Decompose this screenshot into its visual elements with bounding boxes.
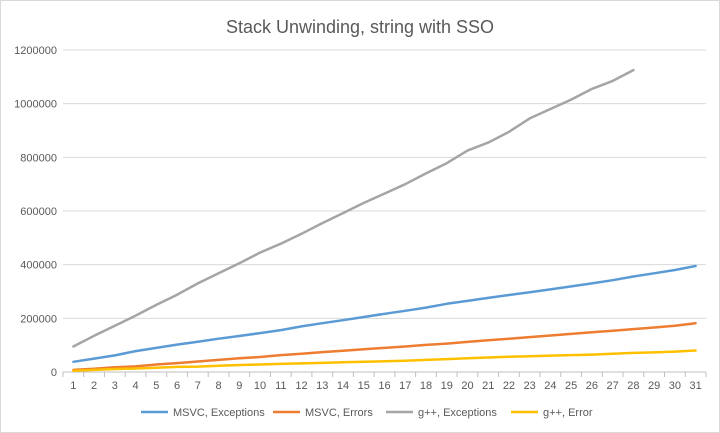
x-tick-label: 20 (461, 380, 473, 392)
x-tick-label: 27 (607, 380, 619, 392)
x-tick-label: 31 (690, 380, 702, 392)
x-tick-label: 23 (524, 380, 536, 392)
series-line (72, 68, 635, 348)
x-tick-label: 29 (648, 380, 660, 392)
x-tick-label: 10 (254, 380, 266, 392)
x-tick-label: 3 (112, 380, 118, 392)
x-tick-label: 2 (91, 380, 97, 392)
x-tick-label: 5 (153, 380, 159, 392)
x-tick-label: 30 (669, 380, 681, 392)
y-tick-label: 600000 (20, 206, 57, 218)
series-line (72, 264, 697, 364)
x-tick-label: 16 (378, 380, 390, 392)
x-tick-label: 13 (316, 380, 328, 392)
x-tick-label: 26 (586, 380, 598, 392)
x-tick-label: 22 (503, 380, 515, 392)
x-tick-label: 14 (337, 380, 349, 392)
legend-label: g++, Exceptions (418, 407, 497, 419)
x-tick-label: 21 (482, 380, 494, 392)
x-tick-label: 28 (627, 380, 639, 392)
series-lines (72, 68, 697, 372)
x-tick-label: 7 (195, 380, 201, 392)
x-tick-label: 18 (420, 380, 432, 392)
y-tick-label: 200000 (20, 313, 57, 325)
x-tick-label: 19 (441, 380, 453, 392)
chart-title: Stack Unwinding, string with SSO (226, 17, 494, 37)
x-tick-label: 1 (70, 380, 76, 392)
x-tick-label: 11 (275, 380, 286, 392)
x-axis-ticks: 1 2 3 4 5 6 7 8 9 10 11 12 13 14 15 16 17 18 19 20 21 22 23 24 2… (62, 372, 707, 392)
x-tick-label: 9 (236, 380, 242, 392)
y-tick-label: 1200000 (14, 45, 57, 57)
legend-label: g++, Error (543, 407, 593, 419)
gridlines (63, 49, 706, 373)
x-tick-label: 4 (133, 380, 139, 392)
x-tick-label: 6 (174, 380, 180, 392)
legend-label: MSVC, Errors (305, 407, 373, 419)
y-axis-ticks: 0 200000 400000 600000 800000 1000000 1200000 (14, 45, 57, 379)
x-tick-label: 25 (565, 380, 577, 392)
legend: MSVC, Exceptions MSVC, Errors g++, Excepti… (141, 407, 593, 419)
x-tick-label: 15 (358, 380, 370, 392)
x-tick-label: 24 (544, 380, 556, 392)
series-line (72, 349, 697, 372)
y-tick-label: 800000 (20, 152, 57, 164)
series-line (72, 321, 697, 372)
x-tick-label: 12 (295, 380, 307, 392)
y-tick-label: 1000000 (14, 99, 57, 111)
y-tick-label: 0 (51, 367, 57, 379)
x-tick-label: 17 (399, 380, 411, 392)
x-tick-label: 8 (216, 380, 222, 392)
legend-label: MSVC, Exceptions (173, 407, 265, 419)
y-tick-label: 400000 (20, 260, 57, 272)
